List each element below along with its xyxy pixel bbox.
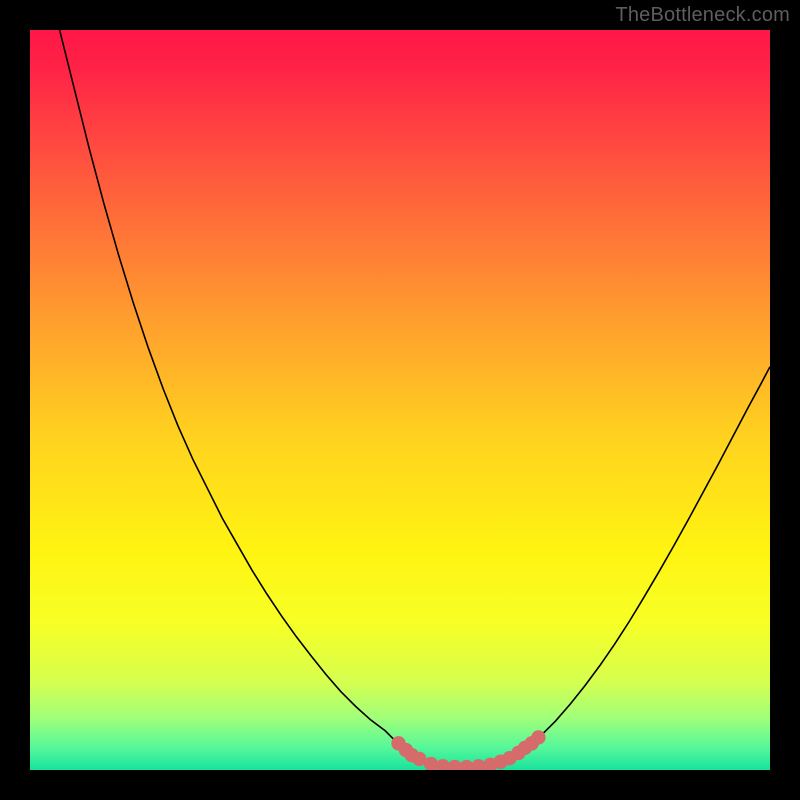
stage: TheBottleneck.com [0,0,800,800]
watermark-text: TheBottleneck.com [615,4,790,27]
plot-area [30,30,770,770]
gradient-background [30,30,770,770]
plot-svg [30,30,770,770]
curve-marker [531,730,545,744]
